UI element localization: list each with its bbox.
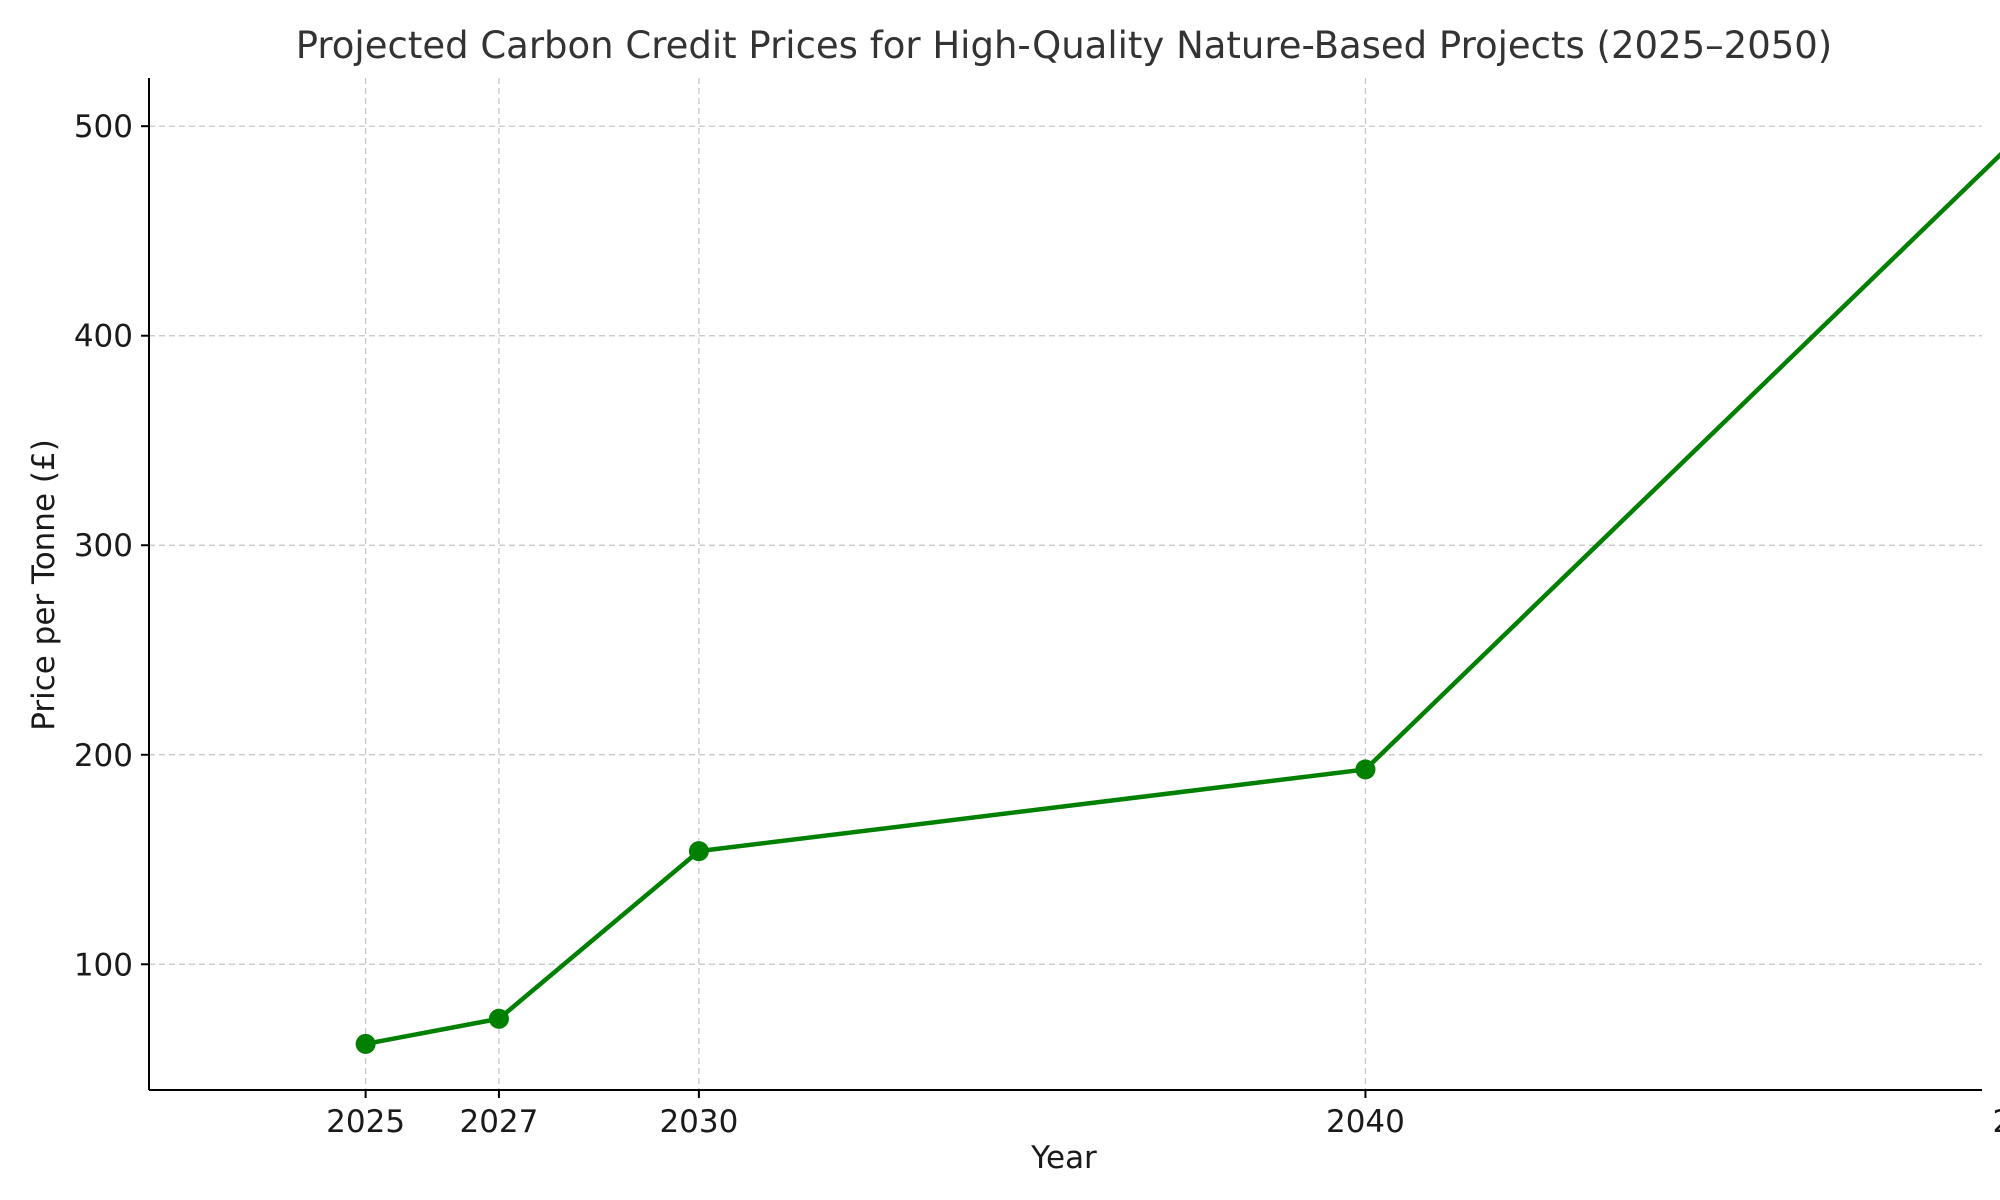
axes [148, 78, 1982, 1091]
ticks: 2025 2027 2030 2040 2050 100 200 300 400 500 [74, 109, 2000, 1140]
data-point [688, 841, 709, 862]
x-tick-label: 2027 [459, 1104, 538, 1140]
chart-title: Projected Carbon Credit Prices for High-… [296, 24, 1833, 67]
x-tick-label: 2050 [1993, 1104, 2000, 1140]
y-tick-label: 300 [74, 528, 133, 564]
y-tick-label: 500 [74, 109, 133, 145]
y-tick-label: 200 [74, 738, 133, 774]
data-point [355, 1033, 376, 1054]
data-point [1355, 759, 1376, 780]
y-tick-label: 400 [74, 319, 133, 355]
x-tick-label: 2025 [326, 1104, 405, 1140]
y-tick-label: 100 [74, 947, 133, 983]
x-axis-label: Year [1030, 1140, 1097, 1176]
x-tick-label: 2040 [1326, 1104, 1405, 1140]
data-point [488, 1008, 509, 1029]
x-tick-label: 2030 [659, 1104, 738, 1140]
grid [149, 78, 1982, 1090]
series [355, 151, 2000, 1054]
y-axis-label: Price per Tonne (£) [26, 439, 62, 731]
series-line [363, 151, 2000, 1047]
